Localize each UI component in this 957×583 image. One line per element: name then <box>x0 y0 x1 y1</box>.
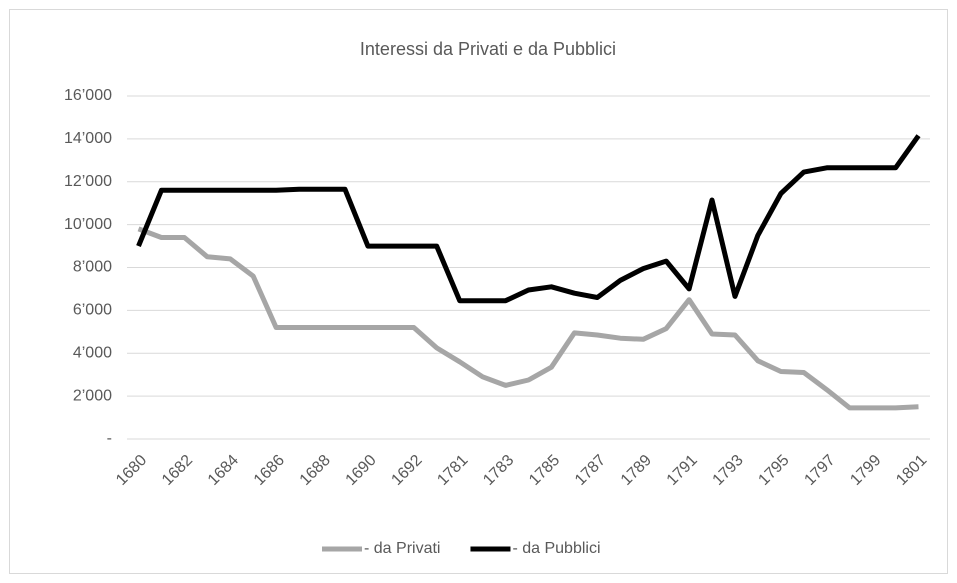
y-tick-label: 10’000 <box>64 216 112 233</box>
y-tick-label: 2’000 <box>73 387 112 404</box>
y-tick-label: - <box>107 430 112 447</box>
legend-label: - da Pubblici <box>512 540 600 557</box>
y-tick-label: 8’000 <box>73 259 112 276</box>
y-tick-label: 6’000 <box>73 302 112 319</box>
y-tick-label: 4’000 <box>73 344 112 361</box>
data-line <box>137 226 919 411</box>
legend-label: - da Privati <box>364 540 440 557</box>
data-line <box>136 134 921 304</box>
y-tick-label: 16’000 <box>64 87 112 104</box>
chart-title: Interessi da Privati e da Pubblici <box>360 39 616 59</box>
chart-border <box>9 9 948 574</box>
y-tick-label: 14’000 <box>64 130 112 147</box>
y-tick-label: 12’000 <box>64 173 112 190</box>
